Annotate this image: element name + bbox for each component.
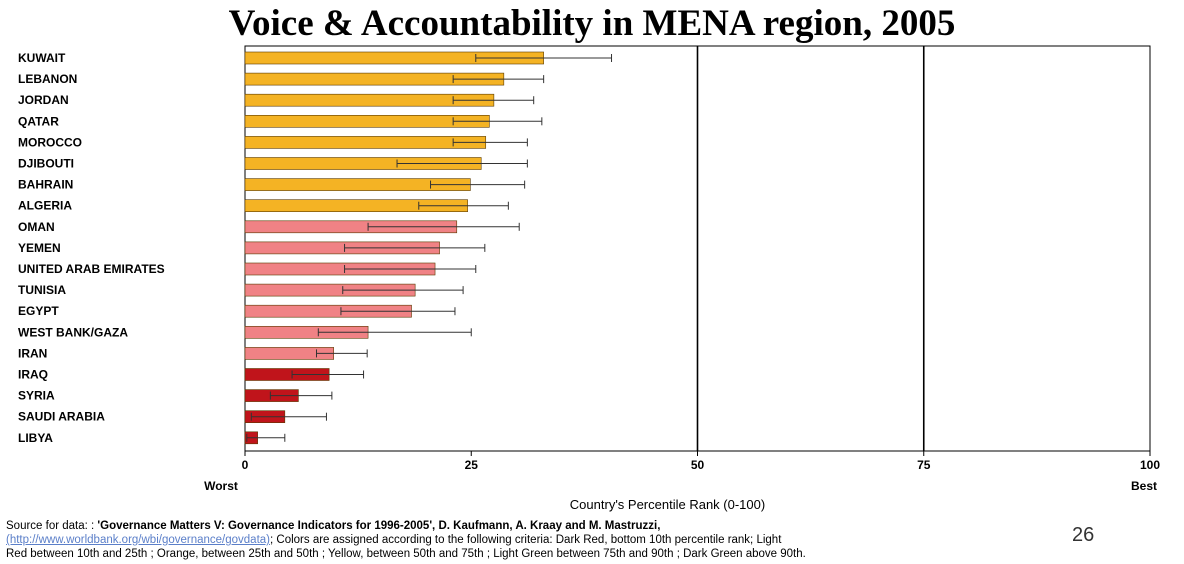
source-note: Source for data: : 'Governance Matters V… — [6, 519, 1178, 561]
category-label: ALGERIA — [18, 199, 72, 213]
source-line-1: Source for data: : 'Governance Matters V… — [6, 519, 1178, 533]
category-label: BAHRAIN — [18, 178, 73, 192]
category-label: IRAN — [18, 346, 47, 360]
chart: KUWAIT LEBANON JORDAN QATAR MOROCCO DJIBOUTI B… — [18, 45, 1160, 512]
x-tick-label: 75 — [917, 458, 931, 472]
chart-title: Voice & Accountability in MENA region, 2… — [228, 3, 956, 44]
category-label: KUWAIT — [18, 51, 66, 65]
source-citation: 'Governance Matters V: Governance Indica… — [97, 520, 661, 532]
category-label: WEST BANK/GAZA — [18, 325, 128, 339]
page-number: 26 — [1072, 524, 1095, 546]
category-label: SAUDI ARABIA — [18, 410, 105, 424]
category-label: IRAQ — [18, 368, 48, 382]
category-label: LIBYA — [18, 431, 53, 445]
source-line-2: (http://www.worldbank.org/wbi/governance… — [6, 533, 1178, 547]
category-label: TUNISIA — [18, 283, 66, 297]
bar — [244, 136, 487, 149]
x-tick-label: 0 — [242, 458, 249, 472]
x-axis-label: Country's Percentile Rank (0-100) — [570, 497, 765, 512]
category-label: YEMEN — [18, 241, 61, 255]
x-min-label: Worst — [204, 479, 238, 493]
category-label: QATAR — [18, 114, 59, 128]
source-prefix: Source for data: : — [6, 520, 98, 532]
category-label: UNITED ARAB EMIRATES — [18, 262, 165, 276]
source-line-3: Red between 10th and 25th ; Orange, betw… — [6, 548, 806, 560]
x-max-label: Best — [1131, 479, 1157, 493]
category-label: EGYPT — [18, 304, 59, 318]
category-label: DJIBOUTI — [18, 157, 74, 171]
category-label: MOROCCO — [18, 135, 82, 149]
source-criteria: ; Colors are assigned according to the f… — [270, 534, 782, 546]
x-tick-label: 100 — [1140, 458, 1160, 472]
category-label: OMAN — [18, 220, 55, 234]
x-tick-label: 50 — [691, 458, 705, 472]
category-label: LEBANON — [18, 72, 77, 86]
category-label: SYRIA — [18, 389, 55, 403]
source-link[interactable]: (http://www.worldbank.org/wbi/governance… — [6, 534, 271, 546]
category-label: JORDAN — [18, 93, 69, 107]
x-tick-label: 25 — [465, 458, 479, 472]
